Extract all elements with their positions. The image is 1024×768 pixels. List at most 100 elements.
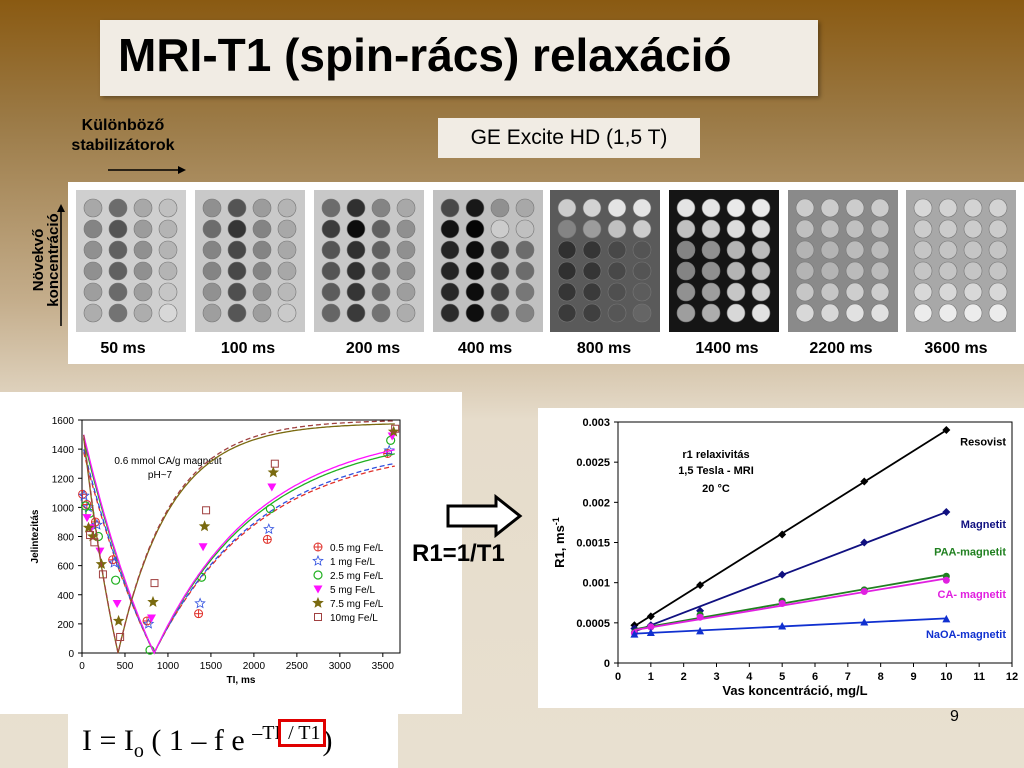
mri-vial — [870, 261, 890, 281]
data-point — [116, 632, 125, 641]
mri-vial — [701, 240, 721, 260]
mri-vial — [515, 219, 535, 239]
mri-vial — [202, 240, 222, 260]
x-tick-label: 5 — [779, 671, 785, 683]
y-tick-label: 400 — [57, 591, 74, 602]
y-tick-label: 0.003 — [582, 417, 610, 429]
mri-vial — [701, 261, 721, 281]
data-point — [860, 618, 869, 626]
mri-vial — [202, 282, 222, 302]
mri-vial — [158, 219, 178, 239]
x-tick-label: 9 — [910, 671, 916, 683]
mri-vial — [83, 198, 103, 218]
plot-frame — [81, 419, 401, 654]
mri-vial — [726, 240, 746, 260]
mri-vial — [277, 198, 297, 218]
legend-label: 5 mg Fe/L — [330, 585, 375, 596]
mri-vial — [108, 303, 128, 323]
mri-vial — [465, 261, 485, 281]
mri-vial — [440, 219, 460, 239]
x-tick-label: 8 — [878, 671, 884, 683]
mri-vial — [465, 198, 485, 218]
mri-vial — [227, 198, 247, 218]
mri-vial — [227, 282, 247, 302]
mri-vial — [202, 261, 222, 281]
stabilizers-line-1: Különböző — [81, 117, 165, 134]
mri-vial — [582, 240, 602, 260]
mri-vial — [726, 219, 746, 239]
mri-vial — [108, 198, 128, 218]
mri-vial — [252, 219, 272, 239]
mri-vial — [870, 303, 890, 323]
mri-vial — [938, 198, 958, 218]
y-tick-label: 1400 — [52, 445, 75, 456]
mri-time-label: 400 ms — [457, 340, 513, 357]
mri-vial — [632, 303, 652, 323]
mri-vial — [277, 240, 297, 260]
mri-vial — [938, 303, 958, 323]
mri-vial — [676, 198, 696, 218]
legend-marker — [313, 570, 323, 580]
mri-vial — [751, 240, 771, 260]
mri-vial — [845, 303, 865, 323]
mri-vial — [277, 219, 297, 239]
mri-vial — [913, 219, 933, 239]
mri-vial — [346, 240, 366, 260]
data-point — [387, 425, 400, 437]
series-label: NaOA-magnetit — [926, 629, 1006, 641]
mri-vial — [277, 261, 297, 281]
mri-vial — [963, 198, 983, 218]
mri-vial — [440, 198, 460, 218]
mri-vial — [557, 219, 577, 239]
mri-vial — [490, 240, 510, 260]
data-point — [78, 489, 90, 501]
mri-vial — [490, 303, 510, 323]
formula-end: ) — [322, 724, 333, 757]
mri-vial — [321, 282, 341, 302]
mri-vial — [371, 303, 391, 323]
legend-marker — [313, 542, 323, 552]
stabilizers-label: Különböző stabilizátorok — [38, 116, 208, 156]
data-point — [696, 613, 704, 621]
stabilizers-line-2: stabilizátorok — [71, 137, 175, 154]
mri-phantom — [195, 190, 305, 332]
mri-vial — [227, 303, 247, 323]
mri-vial — [632, 282, 652, 302]
mri-vial — [938, 219, 958, 239]
x-tick-label: 2500 — [286, 661, 309, 672]
r1-equation: R1=1/T1 — [412, 540, 505, 567]
mri-vial — [607, 282, 627, 302]
x-tick-label: 6 — [812, 671, 818, 683]
mri-vial — [346, 219, 366, 239]
mri-vial — [321, 219, 341, 239]
mri-vial — [607, 219, 627, 239]
mri-phantom — [788, 190, 898, 332]
mri-vial — [321, 198, 341, 218]
mri-vial — [490, 282, 510, 302]
mri-vial — [371, 282, 391, 302]
mri-vial — [557, 261, 577, 281]
mri-image — [433, 190, 543, 332]
mri-vial — [557, 303, 577, 323]
mri-vial — [582, 219, 602, 239]
mri-vial — [988, 198, 1008, 218]
data-point — [860, 477, 869, 486]
legend-label: 2.5 mg Fe/L — [330, 571, 384, 582]
y-tick-label: 0.0025 — [576, 457, 610, 469]
concentration-label: Növekvő koncentráció — [30, 213, 62, 306]
mri-vial — [845, 198, 865, 218]
mri-vial — [701, 198, 721, 218]
mri-vial — [346, 282, 366, 302]
mri-vial — [346, 198, 366, 218]
mri-vial — [396, 303, 416, 323]
data-point — [198, 543, 208, 552]
mri-vial — [490, 219, 510, 239]
data-point — [860, 538, 869, 547]
mri-vial — [440, 261, 460, 281]
mri-time-label: 100 ms — [220, 340, 276, 357]
legend-label: 10mg Fe/L — [330, 613, 378, 624]
mri-image — [906, 190, 1016, 332]
mri-vial — [701, 303, 721, 323]
mri-vial — [557, 240, 577, 260]
x-axis-label: Vas koncentráció, mg/L — [722, 683, 867, 698]
